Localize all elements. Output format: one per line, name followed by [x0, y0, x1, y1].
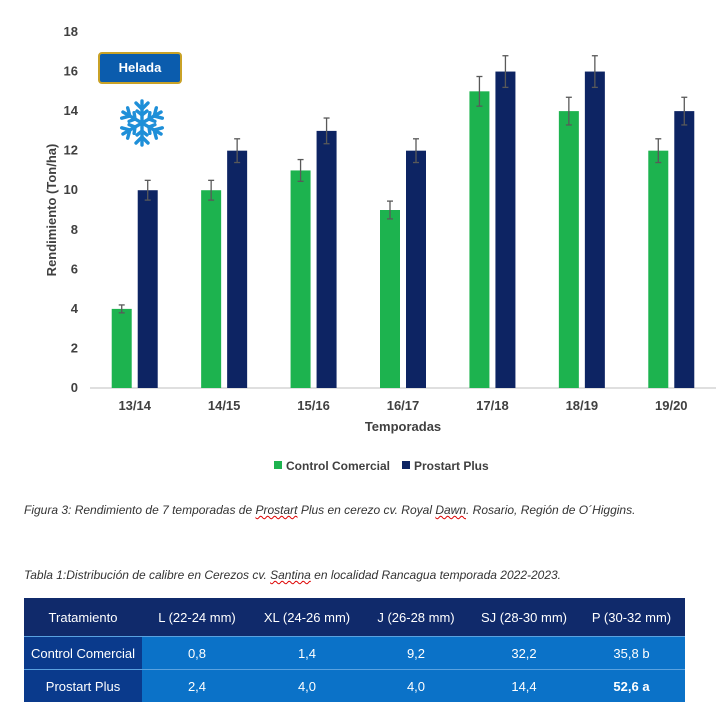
bar — [406, 150, 426, 388]
table-cell: 4,0 — [252, 669, 362, 702]
table-row: Control Comercial 0,8 1,4 9,2 32,2 35,8 … — [24, 636, 685, 670]
figure-caption-part: Plus en cerezo cv. Royal — [297, 503, 436, 517]
table-cell: 32,2 — [470, 636, 578, 670]
x-axis-title: Temporadas — [365, 419, 441, 434]
bar — [469, 91, 490, 388]
table-cell: Control Comercial — [24, 636, 142, 670]
x-tick-label: 18/19 — [566, 398, 599, 413]
legend-swatch-control — [274, 461, 282, 469]
y-tick-label: 4 — [71, 301, 79, 316]
snowflake-icon — [119, 99, 165, 147]
x-axis-ticks: 13/14 14/15 15/16 16/17 17/18 18/19 19/20 — [118, 398, 687, 413]
bar — [111, 308, 132, 388]
bar — [584, 71, 605, 389]
table-cell: 52,6 a — [578, 669, 685, 702]
table-cell: 9,2 — [362, 636, 470, 670]
table-cell: 14,4 — [470, 669, 578, 702]
table-row: Prostart Plus 2,4 4,0 4,0 14,4 52,6 a — [24, 669, 685, 702]
bar — [201, 190, 222, 388]
header-tratamiento: Tratamiento — [24, 598, 142, 637]
bar — [380, 210, 400, 388]
x-tick-label: 19/20 — [655, 398, 688, 413]
y-tick-label: 10 — [64, 182, 78, 197]
bar — [316, 130, 337, 388]
bar — [137, 190, 158, 388]
legend-label-prostart: Prostart Plus — [414, 459, 489, 473]
table-caption-part: Tabla 1:Distribución de calibre en Cerez… — [24, 568, 271, 582]
table-caption: Tabla 1:Distribución de calibre en Cerez… — [24, 568, 561, 582]
x-tick-label: 15/16 — [297, 398, 330, 413]
y-axis-title: Rendimiento (Ton/ha) — [44, 144, 59, 277]
figure-caption-part: . Rosario, Región de O´Higgins. — [466, 503, 636, 517]
figure-caption-word: Dawn — [435, 503, 467, 517]
bar — [648, 150, 669, 388]
legend-label-control: Control Comercial — [286, 459, 390, 473]
legend-swatch-prostart — [402, 461, 410, 469]
caliber-table: Tratamiento L (22-24 mm) XL (24-26 mm) J… — [24, 598, 685, 702]
y-tick-label: 16 — [64, 64, 78, 79]
figure-caption: Figura 3: Rendimiento de 7 temporadas de… — [24, 503, 635, 517]
helada-badge: Helada — [98, 52, 182, 84]
x-tick-label: 16/17 — [387, 398, 420, 413]
bar-series — [111, 55, 695, 389]
header-p: P (30-32 mm) — [578, 598, 685, 637]
header-l: L (22-24 mm) — [142, 598, 252, 637]
bar — [558, 111, 579, 388]
table-header-row: Tratamiento L (22-24 mm) XL (24-26 mm) J… — [24, 598, 685, 637]
y-tick-label: 0 — [71, 380, 78, 395]
figure-caption-word: Prostart — [255, 503, 298, 517]
bar — [227, 150, 248, 388]
table-cell: 0,8 — [142, 636, 252, 670]
y-tick-label: 2 — [71, 340, 78, 355]
table-caption-word: Santina — [270, 568, 311, 582]
y-tick-label: 18 — [64, 24, 78, 39]
table-cell: 4,0 — [362, 669, 470, 702]
y-tick-label: 6 — [71, 261, 78, 276]
y-tick-label: 8 — [71, 222, 78, 237]
bar — [674, 111, 695, 388]
x-tick-label: 13/14 — [118, 398, 151, 413]
table-cell: 2,4 — [142, 669, 252, 702]
header-xl: XL (24-26 mm) — [252, 598, 362, 637]
x-tick-label: 17/18 — [476, 398, 509, 413]
yield-bar-chart: 0 2 4 6 8 10 12 14 16 18 13/14 14/15 15/16 16/17 17/1… — [44, 24, 716, 473]
y-tick-label: 14 — [64, 103, 79, 118]
bar — [290, 170, 311, 388]
y-axis-ticks: 0 2 4 6 8 10 12 14 16 18 — [64, 24, 79, 395]
figure-caption-part: Figura 3: Rendimiento de 7 temporadas de — [24, 503, 256, 517]
table-cell: 35,8 b — [578, 636, 685, 670]
x-tick-label: 14/15 — [208, 398, 241, 413]
header-sj: SJ (28-30 mm) — [470, 598, 578, 637]
header-j: J (26-28 mm) — [362, 598, 470, 637]
table-cell: Prostart Plus — [24, 669, 142, 702]
table-caption-part: en localidad Rancagua temporada 2022-202… — [310, 568, 562, 582]
bar — [495, 71, 516, 389]
legend: Control Comercial Prostart Plus — [274, 459, 489, 473]
table-cell: 1,4 — [252, 636, 362, 670]
y-tick-label: 12 — [64, 143, 78, 158]
